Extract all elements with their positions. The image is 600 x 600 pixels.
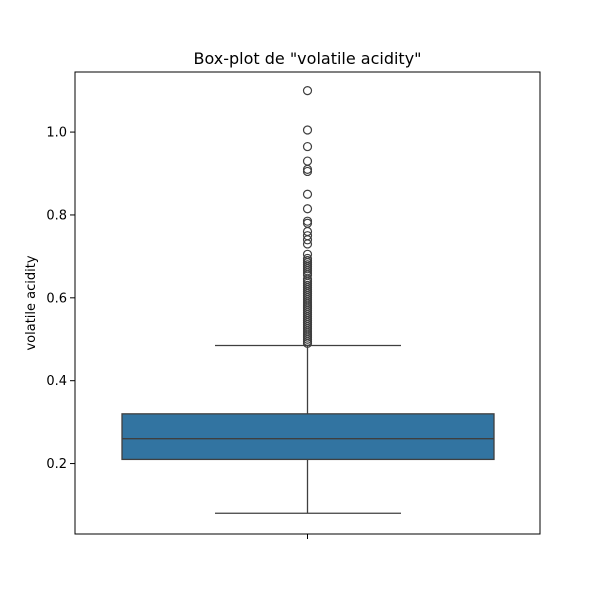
outlier-point bbox=[302, 125, 313, 135]
outlier-point bbox=[302, 86, 313, 96]
outlier-point bbox=[302, 166, 313, 177]
iqr-box bbox=[121, 413, 495, 461]
chart-title: Box-plot de "volatile acidity" bbox=[193, 49, 421, 68]
outlier-point bbox=[302, 235, 313, 245]
y-axis-label: volatile acidity bbox=[24, 255, 39, 350]
outlier-point bbox=[302, 239, 313, 249]
outlier-point bbox=[302, 141, 313, 152]
boxplot bbox=[121, 344, 495, 514]
outlier-point bbox=[302, 156, 313, 166]
outlier-point bbox=[302, 189, 313, 199]
y-tick-label: 0.2 bbox=[46, 457, 67, 472]
y-tick-label: 0.6 bbox=[46, 291, 67, 306]
outlier-point bbox=[302, 204, 313, 214]
y-tick-label: 0.8 bbox=[46, 208, 67, 223]
y-tick-label: 0.4 bbox=[46, 374, 67, 389]
y-tick-label: 1.0 bbox=[46, 126, 67, 141]
outliers bbox=[302, 86, 313, 348]
outlier-point bbox=[302, 338, 313, 348]
y-axis: 0.2 0.4 0.6 0.8 1.0 bbox=[46, 126, 75, 472]
